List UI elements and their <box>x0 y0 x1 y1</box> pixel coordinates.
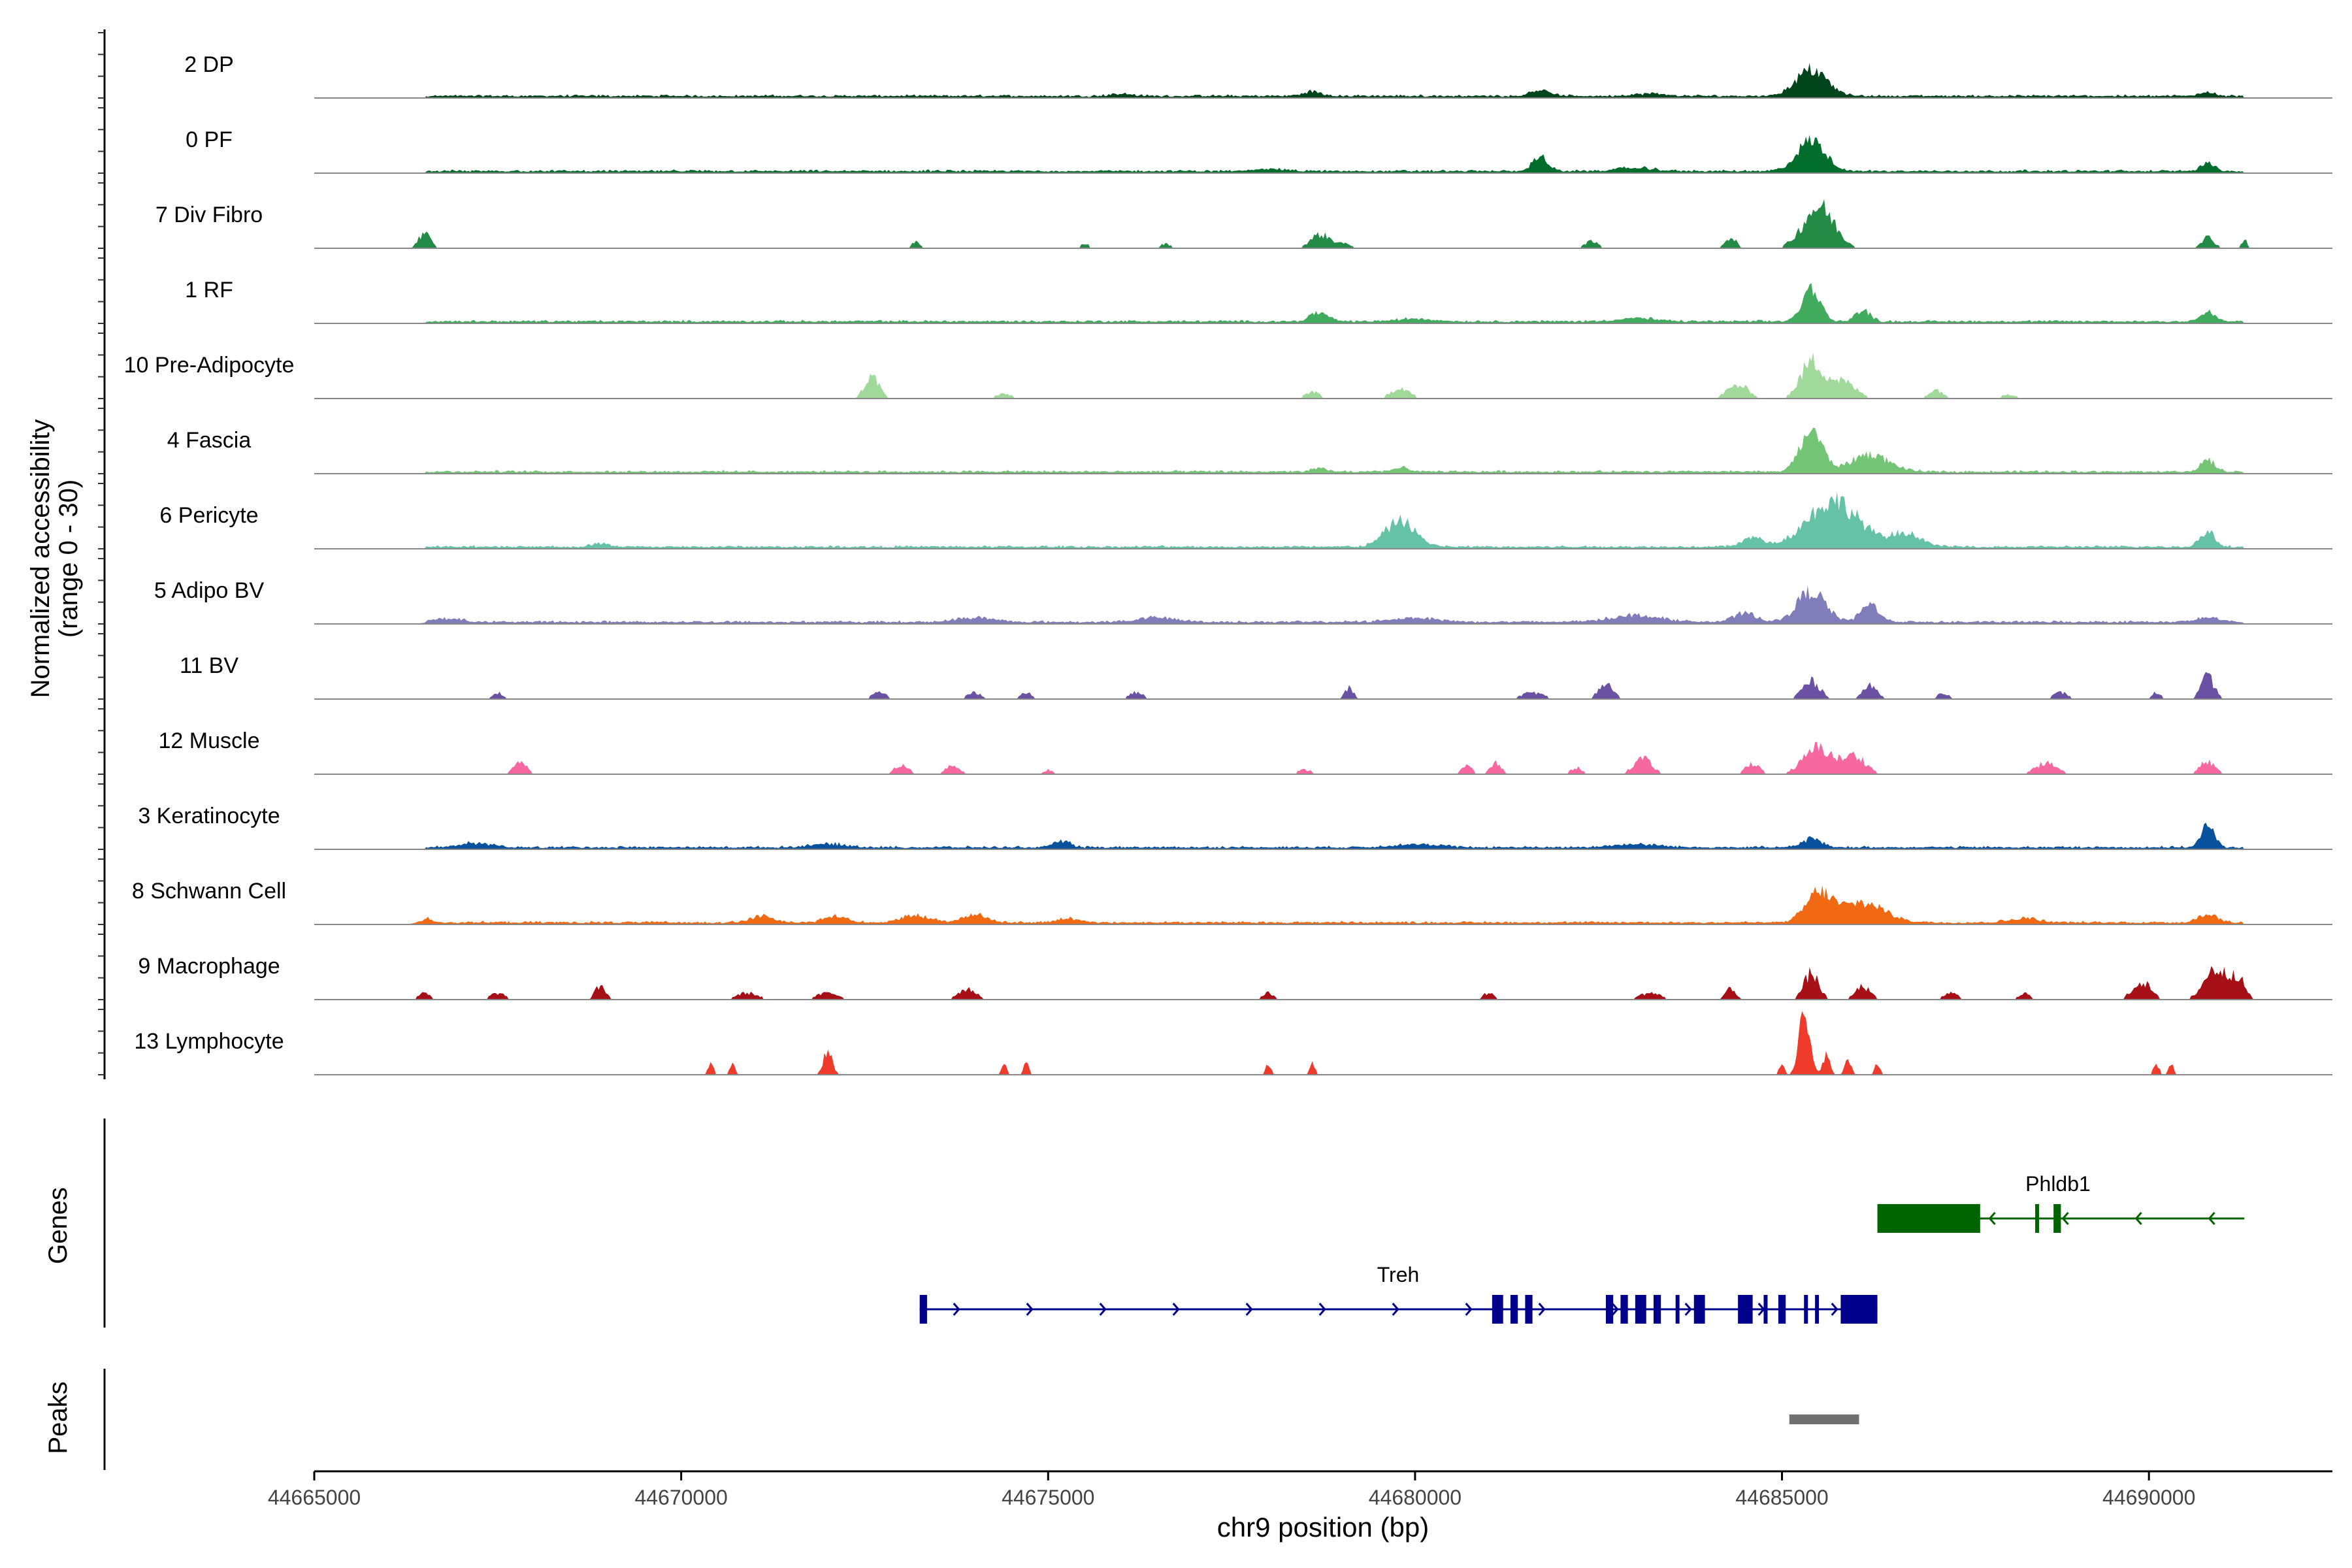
gene-exon <box>2035 1204 2040 1233</box>
track-label: 3 Keratinocyte <box>138 804 280 828</box>
gene-exon <box>2053 1204 2061 1233</box>
strand-arrow <box>1831 1303 1838 1316</box>
gene-exon <box>1693 1295 1705 1324</box>
gene-exon <box>1778 1295 1786 1324</box>
gene-exon <box>1877 1204 1980 1233</box>
y-axis-title: Normalized accessibility <box>26 419 55 698</box>
gene-exon <box>1525 1295 1533 1324</box>
strand-arrow <box>1099 1303 1107 1316</box>
gene-label: Treh <box>1377 1263 1420 1286</box>
x-tick-label: 44690000 <box>2102 1486 2195 1509</box>
strand-arrow <box>1318 1303 1326 1316</box>
genes-axis-title: Genes <box>44 1187 73 1264</box>
gene-exon <box>1840 1295 1878 1324</box>
x-tick-label: 44685000 <box>1735 1486 1828 1509</box>
track-label: 8 Schwann Cell <box>132 879 286 904</box>
track-label: 11 BV <box>180 653 238 678</box>
x-axis: 44665000 44670000 44675000 44680000 44685000… <box>268 1470 2332 1509</box>
x-axis-title: chr9 position (bp) <box>1217 1512 1429 1543</box>
coverage-track: 5 Adipo BV <box>154 578 2332 625</box>
track-label: 4 Fascia <box>167 428 252 453</box>
gene-exon <box>1605 1295 1614 1324</box>
strand-arrow <box>2134 1212 2142 1225</box>
gene-exon <box>1738 1295 1753 1324</box>
strand-arrow <box>1245 1303 1253 1316</box>
coverage-track: 13 Lymphocyte <box>134 1011 2332 1075</box>
coverage-track: 9 Macrophage <box>138 954 2332 1000</box>
strand-arrow <box>1538 1303 1546 1316</box>
coverage-area <box>314 135 2332 173</box>
genes-panel: Phldb1 Treh <box>103 1119 2245 1328</box>
track-label: 7 Div Fibro <box>155 203 263 227</box>
gene-exon <box>1653 1295 1661 1324</box>
coverage-area <box>314 283 2332 323</box>
coverage-area <box>314 491 2332 549</box>
track-label: 5 Adipo BV <box>154 578 265 603</box>
peaks-panel <box>103 1369 1859 1470</box>
coverage-area <box>314 199 2332 248</box>
strand-arrow <box>1026 1303 1034 1316</box>
strand-arrow <box>1392 1303 1399 1316</box>
coverage-track: 0 PF <box>186 127 2332 174</box>
coverage-tracks: 2 DP 0 PF 7 Div Fibro 1 RF 10 Pre-Adipocyte 4… <box>124 52 2332 1075</box>
strand-arrow <box>1465 1303 1473 1316</box>
coverage-track: 11 BV <box>180 653 2332 700</box>
coverage-track: 6 Pericyte <box>159 491 2332 549</box>
track-label: 2 DP <box>184 52 234 77</box>
coverage-track: 3 Keratinocyte <box>138 804 2332 850</box>
y-axis-range: (range 0 - 30) <box>54 480 83 638</box>
x-tick-label: 44665000 <box>268 1486 361 1509</box>
coverage-area <box>314 885 2332 924</box>
gene-exon <box>1675 1295 1680 1324</box>
gene-exon <box>1620 1295 1628 1324</box>
strand-arrow <box>1684 1303 1692 1316</box>
coverage-area <box>314 823 2332 849</box>
track-label: 0 PF <box>186 127 233 152</box>
strand-arrow <box>1172 1303 1180 1316</box>
gene-exon <box>1763 1295 1768 1324</box>
x-tick-label: 44675000 <box>1002 1486 1094 1509</box>
coverage-area <box>314 672 2332 699</box>
gene-phldb1: Phldb1 <box>1877 1172 2245 1233</box>
coverage-track: 12 Muscle <box>159 728 2332 775</box>
coverage-area <box>314 63 2332 98</box>
gene-exon <box>1510 1295 1518 1324</box>
strand-arrow <box>2208 1212 2215 1225</box>
coverage-area <box>314 966 2332 1000</box>
strand-arrow <box>1988 1212 1996 1225</box>
coverage-track: 1 RF <box>185 278 2332 324</box>
gene-exon <box>919 1295 927 1324</box>
peaks-axis-title: Peaks <box>44 1381 73 1454</box>
track-label: 1 RF <box>185 278 233 302</box>
track-label: 13 Lymphocyte <box>134 1029 284 1054</box>
coverage-area <box>314 352 2332 399</box>
track-label: 10 Pre-Adipocyte <box>124 353 295 378</box>
strand-arrow <box>1611 1303 1619 1316</box>
coverage-track: 4 Fascia <box>167 427 2332 474</box>
gene-label: Phldb1 <box>2025 1172 2091 1196</box>
x-tick-label: 44670000 <box>634 1486 727 1509</box>
gene-exon <box>1492 1295 1503 1324</box>
strand-arrow <box>953 1303 960 1316</box>
coverage-track: 10 Pre-Adipocyte <box>124 352 2332 399</box>
strand-arrow <box>2061 1212 2069 1225</box>
coverage-area <box>314 1011 2332 1075</box>
coverage-track: 7 Div Fibro <box>155 199 2332 249</box>
coverage-area <box>314 585 2332 624</box>
track-label: 12 Muscle <box>159 728 260 753</box>
x-tick-label: 44680000 <box>1369 1486 1462 1509</box>
gene-exon <box>1815 1295 1820 1324</box>
coverage-track: 2 DP <box>184 52 2332 99</box>
accessibility-y-axis <box>98 29 106 1079</box>
gene-exon <box>1635 1295 1646 1324</box>
track-label: 9 Macrophage <box>138 954 280 979</box>
coverage-track: 8 Schwann Cell <box>132 879 2332 925</box>
gene-exon <box>1804 1295 1808 1324</box>
gene-treh: Treh <box>919 1263 1878 1324</box>
coverage-area <box>314 427 2332 474</box>
track-label: 6 Pericyte <box>159 503 258 528</box>
coverage-area <box>314 742 2332 774</box>
peak-region <box>1789 1414 1859 1424</box>
